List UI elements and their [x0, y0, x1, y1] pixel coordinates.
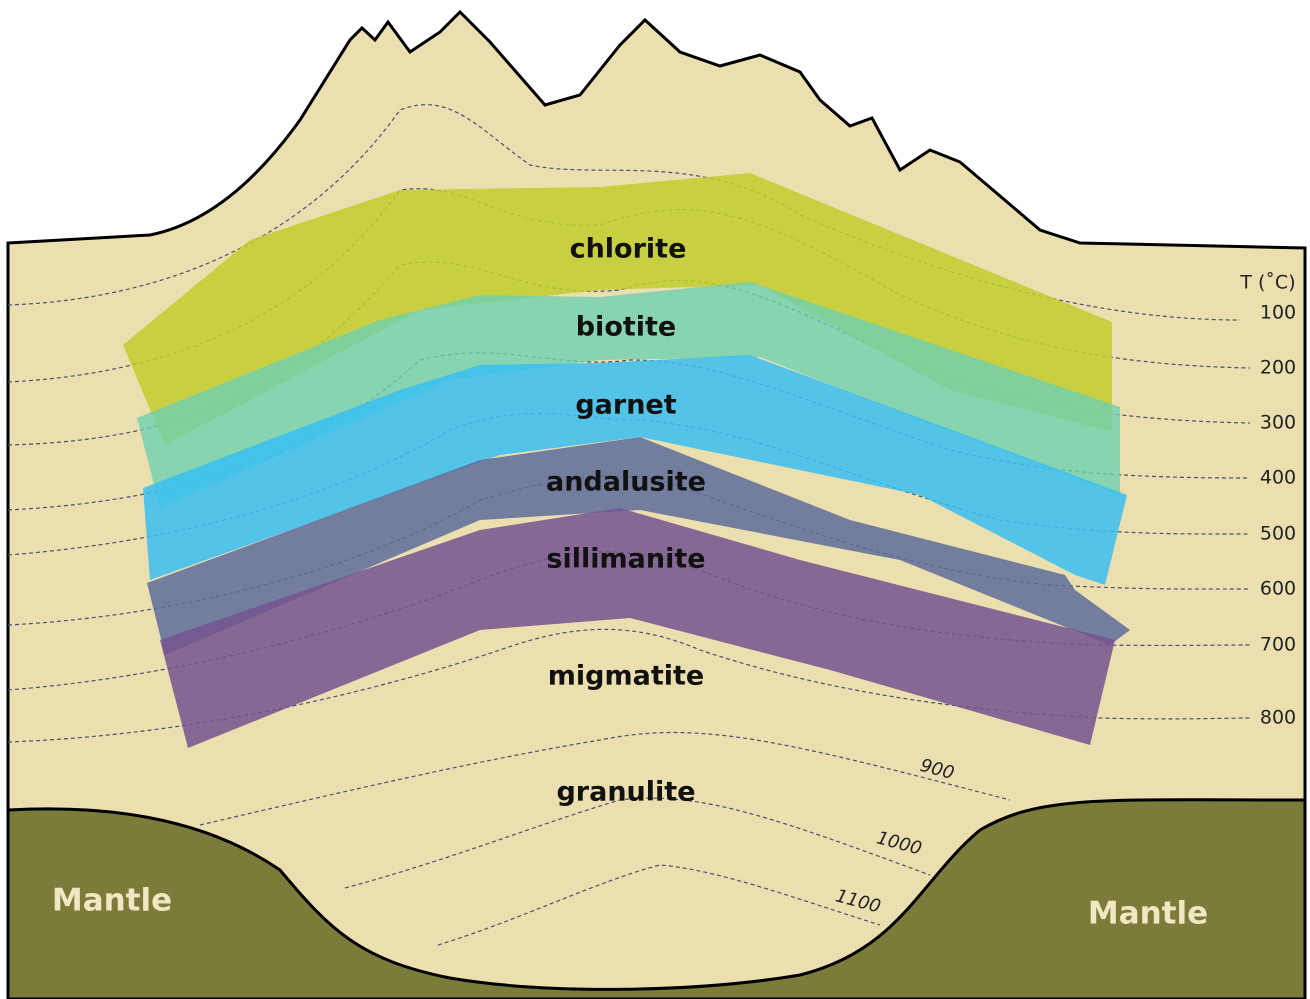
isotherm-label: 500 [1260, 523, 1296, 545]
isotherm-label: 400 [1260, 467, 1296, 489]
zone-label: chlorite [570, 234, 687, 265]
zone-label: garnet [575, 390, 676, 421]
isotherm-label: 100 [1260, 302, 1296, 324]
diagram: chlorite biotite garnet andalusite silli… [0, 0, 1310, 999]
mantle-label: Mantle [1088, 896, 1208, 932]
zone-label: andalusite [546, 467, 706, 498]
mantle-label: Mantle [52, 883, 172, 919]
isotherm-label: 800 [1260, 707, 1296, 729]
isotherm-label: 600 [1260, 578, 1296, 600]
axis-title: T (˚C) [1239, 272, 1295, 294]
isotherm-label: 300 [1260, 412, 1296, 434]
isotherm-label: 700 [1260, 634, 1296, 656]
zone-label: sillimanite [546, 544, 705, 575]
zone-label: granulite [556, 777, 695, 808]
zone-label: migmatite [548, 661, 704, 692]
zone-label: biotite [576, 312, 677, 343]
isotherm-label: 200 [1260, 357, 1296, 379]
